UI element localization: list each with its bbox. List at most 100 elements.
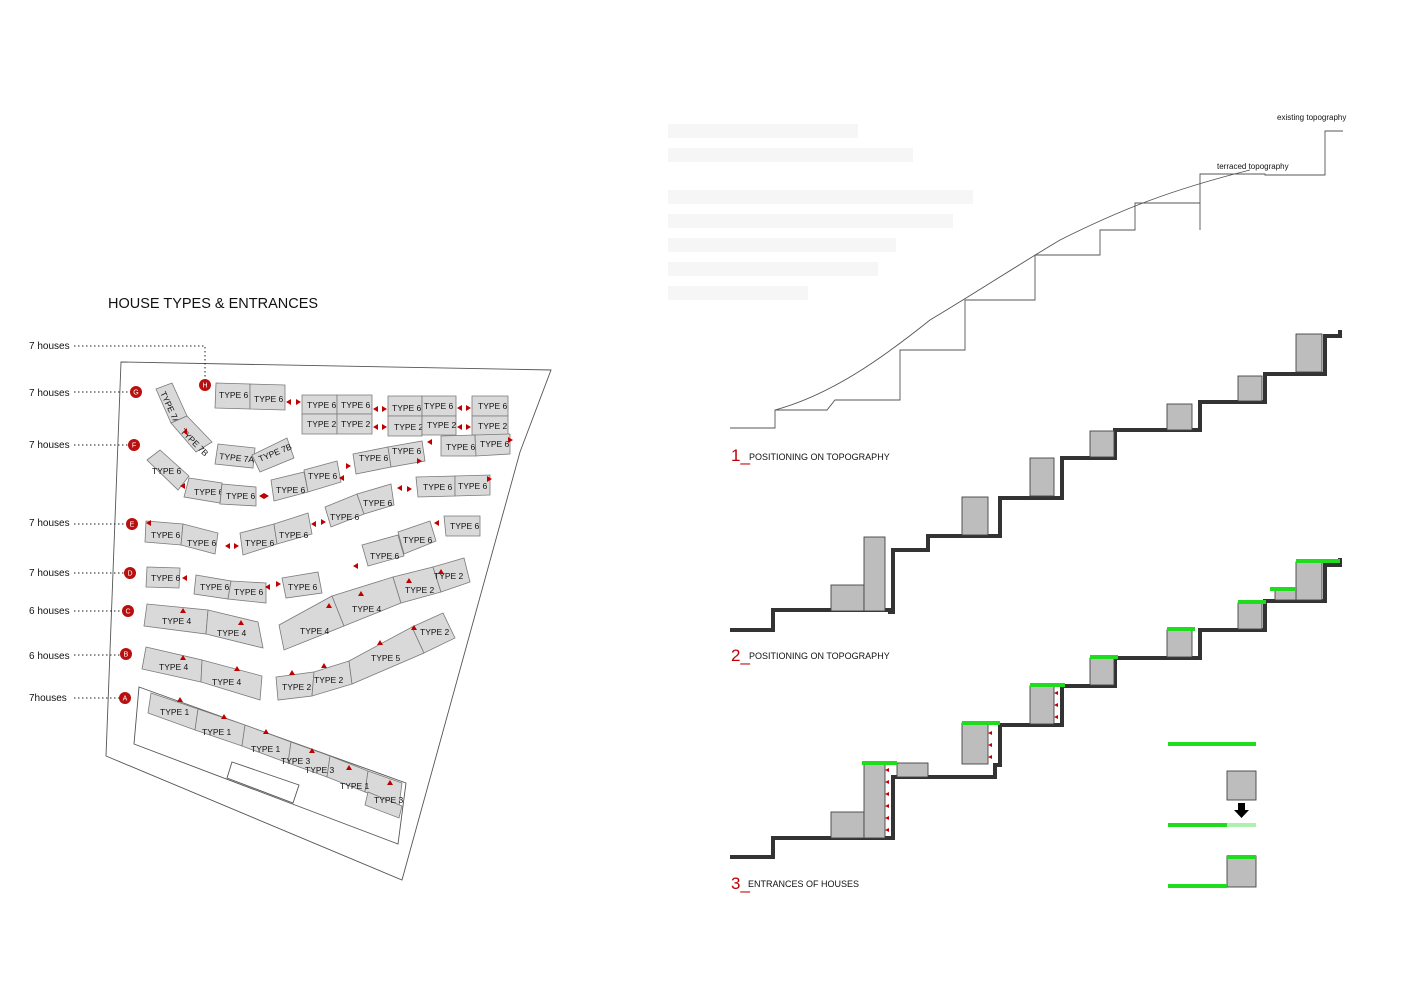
row-e-houses: TYPE 6 TYPE 6 TYPE 6 TYPE 6 TYPE 6 TYPE …	[144, 474, 492, 556]
row-marker-a: A	[119, 692, 131, 704]
entrance-arrows	[180, 625, 417, 675]
house-unit: TYPE 6	[145, 566, 181, 589]
house-unit: TYPE 2	[311, 660, 353, 697]
parking-area	[226, 761, 300, 804]
house-unit: TYPE 4	[278, 595, 345, 651]
house-unit: TYPE 6	[146, 449, 190, 491]
svg-text:TYPE 6: TYPE 6	[480, 439, 510, 449]
house-unit: TYPE 4	[141, 646, 203, 683]
house-unit: TYPE 6	[183, 477, 224, 504]
section-3-label: ENTRANCES OF HOUSES	[748, 879, 859, 889]
row-marker-d: D	[124, 567, 136, 579]
svg-text:TYPE 4: TYPE 4	[217, 628, 247, 638]
svg-text:TYPE 2: TYPE 2	[478, 421, 508, 431]
row-count-e: 7 houses	[29, 518, 70, 529]
house-unit: TYPE 6	[361, 534, 405, 567]
svg-text:TYPE 6: TYPE 6	[219, 390, 249, 400]
svg-text:D: D	[127, 571, 132, 578]
row-marker-f: F	[128, 439, 140, 451]
section-1-caption: 1_ POSITIONING ON TOPOGRAPHY	[731, 446, 890, 465]
row-count-h: 7 houses	[29, 341, 70, 352]
svg-text:C: C	[125, 609, 130, 616]
row-c-houses: TYPE 4 TYPE 4 TYPE 4 TYPE 4 TYPE 2 TYPE …	[143, 557, 471, 651]
house-unit: TYPE 6	[273, 512, 313, 545]
house-unit: TYPE 6	[324, 493, 365, 528]
svg-text:TYPE 6: TYPE 6	[226, 491, 256, 501]
svg-text:TYPE 5: TYPE 5	[371, 653, 401, 663]
entrance-arrows	[182, 520, 439, 590]
house-unit: TYPE 6	[352, 446, 392, 475]
house-unit: TYPE 6	[471, 395, 509, 417]
svg-text:TYPE 6: TYPE 6	[194, 487, 224, 497]
terraced-topography-line	[730, 130, 1343, 429]
section-2-terrain	[730, 558, 1342, 859]
house-unit: TYPE 6	[301, 394, 338, 415]
house-box	[1295, 333, 1323, 373]
section-2-label: POSITIONING ON TOPOGRAPHY	[749, 651, 890, 661]
house-unit: TYPE 6	[421, 395, 457, 417]
svg-text:TYPE 4: TYPE 4	[162, 616, 192, 626]
house-unit: TYPE 6	[303, 460, 342, 493]
svg-text:TYPE 6: TYPE 6	[392, 446, 422, 456]
svg-text:A: A	[123, 696, 128, 703]
svg-text:TYPE 6: TYPE 6	[151, 530, 181, 540]
svg-text:TYPE 6: TYPE 6	[254, 394, 284, 404]
house-unit: TYPE 2	[421, 415, 457, 436]
svg-text:TYPE 6: TYPE 6	[279, 530, 309, 540]
house-unit: TYPE 6	[239, 523, 278, 556]
section-2-number: 2_	[731, 646, 750, 665]
house-unit: TYPE 6	[281, 571, 323, 599]
svg-text:F: F	[132, 443, 136, 450]
house-unit: TYPE 2	[411, 612, 456, 654]
svg-text:TYPE 4: TYPE 4	[352, 604, 382, 614]
legend-house-box	[1226, 855, 1257, 888]
row-count-g: 7 houses	[29, 388, 70, 399]
house-unit: TYPE 4	[200, 659, 263, 701]
house-unit: TYPE 2	[275, 671, 315, 701]
svg-text:TYPE 4: TYPE 4	[159, 662, 189, 672]
house-unit: TYPE 4	[331, 576, 402, 627]
svg-text:TYPE 4: TYPE 4	[212, 677, 242, 687]
svg-text:TYPE 6: TYPE 6	[276, 485, 306, 495]
svg-text:TYPE 1: TYPE 1	[340, 781, 370, 791]
house-box	[1029, 685, 1055, 725]
svg-text:TYPE 6: TYPE 6	[363, 498, 393, 508]
house-box	[961, 722, 989, 765]
house-unit: TYPE 6	[336, 394, 373, 415]
svg-text:TYPE 1: TYPE 1	[202, 727, 232, 737]
row-marker-e: E	[126, 518, 138, 530]
house-unit: TYPE 6	[193, 574, 232, 600]
svg-text:TYPE 2: TYPE 2	[307, 419, 337, 429]
down-arrow-icon	[1234, 803, 1249, 818]
faint-background-text	[668, 124, 973, 300]
section-2: 2_ POSITIONING ON TOPOGRAPHY	[730, 558, 1342, 859]
house-box	[1295, 561, 1323, 601]
svg-text:TYPE 3: TYPE 3	[374, 795, 404, 805]
svg-text:E: E	[130, 522, 135, 529]
section-1-label: POSITIONING ON TOPOGRAPHY	[749, 452, 890, 462]
row-marker-c: C	[122, 605, 134, 617]
house-box	[1089, 657, 1115, 686]
section-diagrams: existing topography terraced topography …	[730, 113, 1346, 893]
house-unit: TYPE 6	[415, 475, 456, 498]
section-1-number: 1_	[731, 446, 750, 465]
house-unit: TYPE 6	[474, 433, 511, 457]
svg-text:TYPE 2: TYPE 2	[427, 420, 457, 430]
svg-text:TYPE 4: TYPE 4	[300, 626, 330, 636]
house-unit: TYPE 3	[364, 791, 404, 819]
svg-text:TYPE 6: TYPE 6	[370, 551, 400, 561]
row-f-houses: TYPE 6 TYPE 6 TYPE 6 TYPE 6 TYPE 6 TYPE …	[146, 440, 426, 507]
house-unit: TYPE 6	[249, 383, 286, 411]
svg-text:TYPE 6: TYPE 6	[359, 453, 389, 463]
entrance-arrows	[286, 399, 471, 430]
svg-text:TYPE 2: TYPE 2	[405, 585, 435, 595]
house-unit: TYPE 7B	[251, 437, 295, 473]
house-unit: TYPE 2	[336, 413, 373, 435]
svg-text:TYPE 2: TYPE 2	[420, 627, 450, 637]
house-unit: TYPE 7A	[214, 443, 256, 469]
svg-text:TYPE 2: TYPE 2	[314, 675, 344, 685]
svg-text:TYPE 2: TYPE 2	[434, 571, 464, 581]
house-unit: TYPE 2	[387, 415, 424, 437]
house-unit: TYPE 6	[219, 483, 257, 507]
